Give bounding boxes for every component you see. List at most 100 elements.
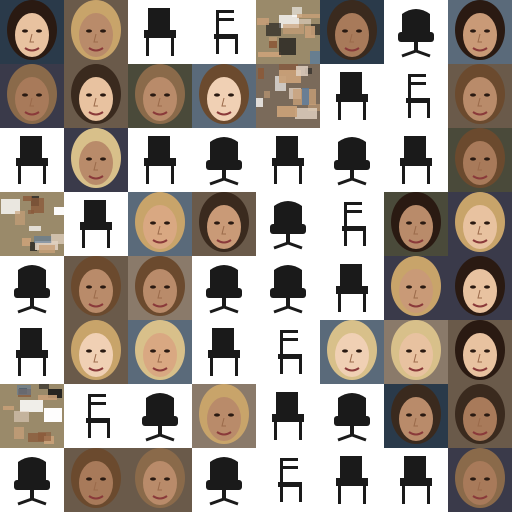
- chair-image: [192, 128, 256, 192]
- chair-sample-tile: [64, 384, 128, 448]
- face-sample-tile: [384, 192, 448, 256]
- chair-image: [320, 64, 384, 128]
- face-sample-tile: [64, 128, 128, 192]
- chair-sample-tile: [192, 448, 256, 512]
- face-image: [64, 128, 128, 192]
- face-image: [128, 448, 192, 512]
- face-sample-tile: [64, 320, 128, 384]
- chair-sample-tile: [320, 384, 384, 448]
- face-sample-tile: [384, 256, 448, 320]
- face-sample-tile: [448, 64, 512, 128]
- noise-sample-tile: [0, 192, 64, 256]
- chair-image: [320, 384, 384, 448]
- noise-image: [0, 192, 64, 256]
- face-sample-tile: [128, 192, 192, 256]
- face-sample-tile: [64, 64, 128, 128]
- chair-sample-tile: [256, 384, 320, 448]
- chair-image: [128, 128, 192, 192]
- chair-image: [256, 448, 320, 512]
- face-image: [64, 64, 128, 128]
- chair-image: [320, 256, 384, 320]
- face-sample-tile: [0, 64, 64, 128]
- chair-image: [192, 448, 256, 512]
- chair-sample-tile: [256, 448, 320, 512]
- face-sample-tile: [128, 448, 192, 512]
- chair-sample-tile: [0, 128, 64, 192]
- chair-image: [192, 320, 256, 384]
- face-sample-tile: [0, 0, 64, 64]
- chair-sample-tile: [128, 0, 192, 64]
- chair-image: [256, 384, 320, 448]
- face-sample-tile: [64, 448, 128, 512]
- face-image: [448, 192, 512, 256]
- chair-image: [384, 448, 448, 512]
- chair-image: [0, 128, 64, 192]
- chair-image: [256, 192, 320, 256]
- face-sample-tile: [320, 320, 384, 384]
- chair-image: [128, 0, 192, 64]
- chair-sample-tile: [320, 64, 384, 128]
- face-image: [192, 64, 256, 128]
- chair-sample-tile: [192, 256, 256, 320]
- chair-sample-tile: [0, 256, 64, 320]
- chair-sample-tile: [256, 256, 320, 320]
- face-sample-tile: [448, 320, 512, 384]
- face-image: [320, 0, 384, 64]
- chair-sample-tile: [192, 0, 256, 64]
- face-image: [448, 0, 512, 64]
- chair-sample-tile: [128, 128, 192, 192]
- face-image: [384, 320, 448, 384]
- chair-image: [384, 0, 448, 64]
- face-image: [320, 320, 384, 384]
- noise-image: [256, 0, 320, 64]
- face-image: [448, 256, 512, 320]
- face-sample-tile: [448, 192, 512, 256]
- face-sample-tile: [192, 384, 256, 448]
- face-image: [384, 384, 448, 448]
- face-image: [448, 448, 512, 512]
- chair-image: [384, 128, 448, 192]
- noise-image: [256, 64, 320, 128]
- face-sample-tile: [448, 128, 512, 192]
- face-image: [384, 192, 448, 256]
- chair-image: [128, 384, 192, 448]
- chair-sample-tile: [0, 448, 64, 512]
- face-sample-tile: [320, 0, 384, 64]
- chair-sample-tile: [384, 0, 448, 64]
- face-image: [128, 256, 192, 320]
- face-image: [0, 64, 64, 128]
- face-sample-tile: [192, 192, 256, 256]
- face-sample-tile: [448, 256, 512, 320]
- face-image: [64, 320, 128, 384]
- chair-sample-tile: [192, 128, 256, 192]
- noise-sample-tile: [256, 64, 320, 128]
- face-image: [0, 0, 64, 64]
- chair-image: [192, 0, 256, 64]
- chair-sample-tile: [384, 128, 448, 192]
- face-sample-tile: [384, 384, 448, 448]
- chair-sample-tile: [384, 448, 448, 512]
- face-sample-tile: [128, 320, 192, 384]
- face-sample-tile: [64, 256, 128, 320]
- face-image: [128, 64, 192, 128]
- chair-image: [320, 448, 384, 512]
- chair-image: [320, 128, 384, 192]
- chair-sample-tile: [64, 192, 128, 256]
- face-image: [448, 384, 512, 448]
- chair-sample-tile: [128, 384, 192, 448]
- chair-sample-tile: [0, 320, 64, 384]
- noise-image: [0, 384, 64, 448]
- face-sample-tile: [448, 384, 512, 448]
- chair-sample-tile: [384, 64, 448, 128]
- face-image: [192, 384, 256, 448]
- face-image: [64, 448, 128, 512]
- noise-sample-tile: [0, 384, 64, 448]
- face-sample-tile: [448, 0, 512, 64]
- face-image: [448, 64, 512, 128]
- chair-sample-tile: [320, 256, 384, 320]
- chair-image: [192, 256, 256, 320]
- face-image: [128, 192, 192, 256]
- chair-image: [256, 256, 320, 320]
- chair-sample-tile: [320, 128, 384, 192]
